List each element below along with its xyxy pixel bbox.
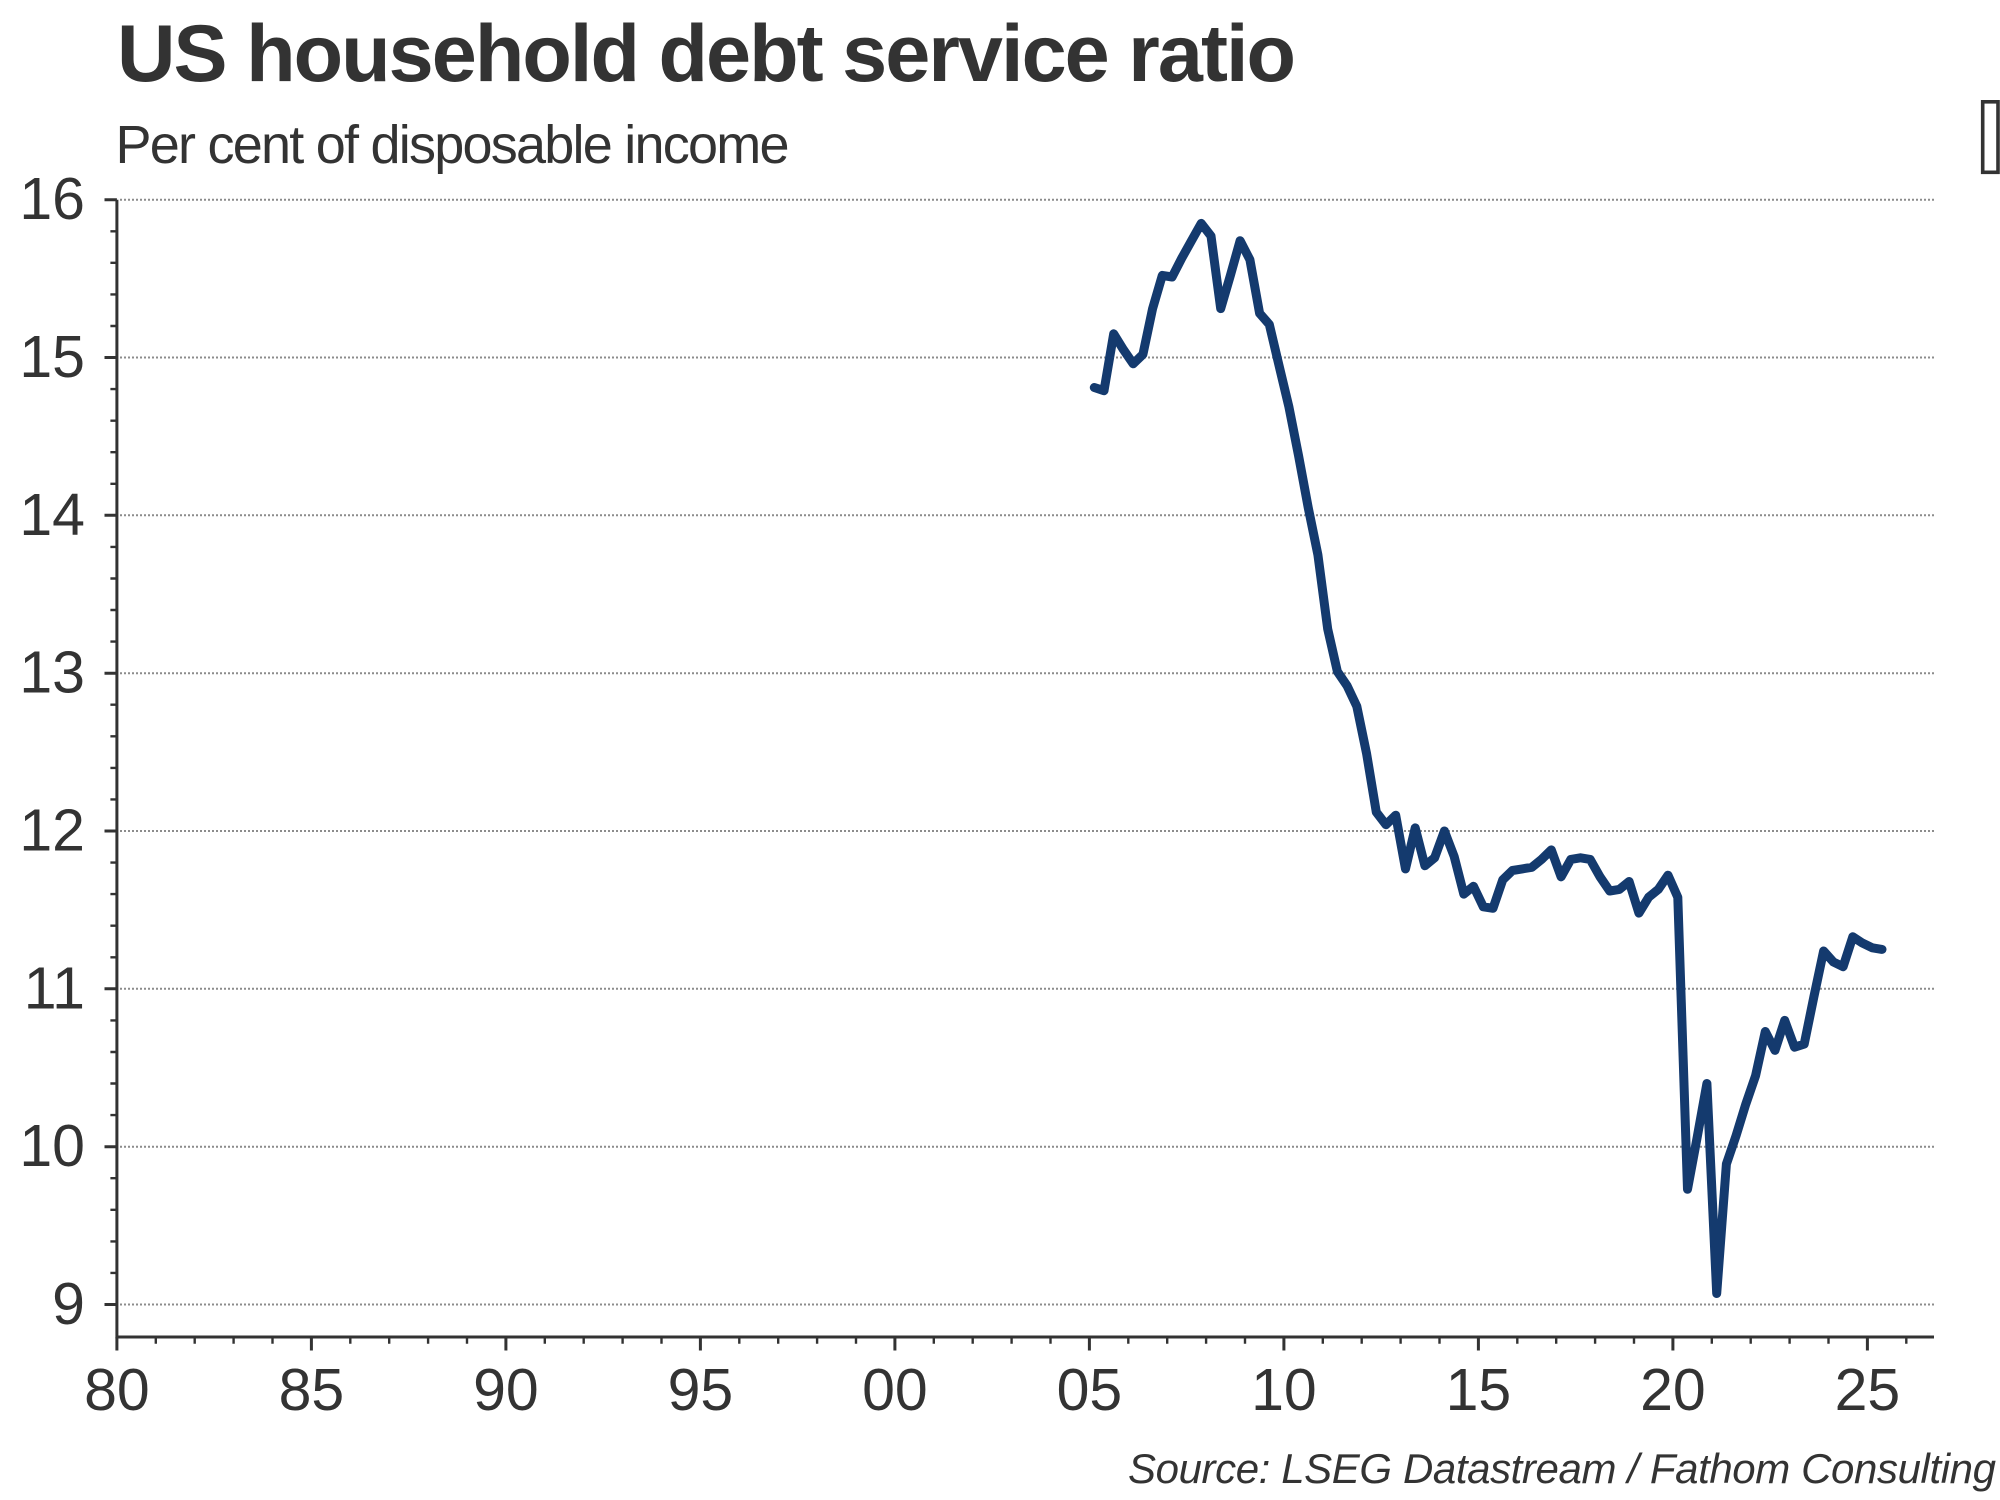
svg-text:95: 95	[668, 1357, 734, 1423]
svg-text:US household debt service rati: US household debt service ratio	[117, 9, 1296, 99]
svg-text:14: 14	[19, 482, 85, 548]
svg-text:10: 10	[1251, 1357, 1317, 1423]
svg-text:15: 15	[19, 324, 85, 390]
svg-text:00: 00	[862, 1357, 928, 1423]
svg-text:12: 12	[19, 798, 85, 864]
svg-text:20: 20	[1640, 1357, 1706, 1423]
svg-text:85: 85	[279, 1357, 345, 1423]
svg-text:11: 11	[24, 955, 85, 1021]
svg-text:05: 05	[1057, 1357, 1123, 1423]
svg-text:15: 15	[1446, 1357, 1512, 1423]
svg-text:10: 10	[19, 1113, 85, 1179]
svg-text:25: 25	[1835, 1357, 1901, 1423]
svg-text:16: 16	[19, 166, 85, 232]
svg-text:80: 80	[84, 1357, 150, 1423]
svg-text:13: 13	[19, 640, 85, 706]
svg-text:Per cent of disposable income: Per cent of disposable income	[116, 115, 790, 175]
svg-text:Source: LSEG Datastream / Fath: Source: LSEG Datastream / Fathom Consult…	[1128, 1445, 1996, 1492]
svg-text:90: 90	[473, 1357, 539, 1423]
svg-text:9: 9	[52, 1271, 85, 1337]
